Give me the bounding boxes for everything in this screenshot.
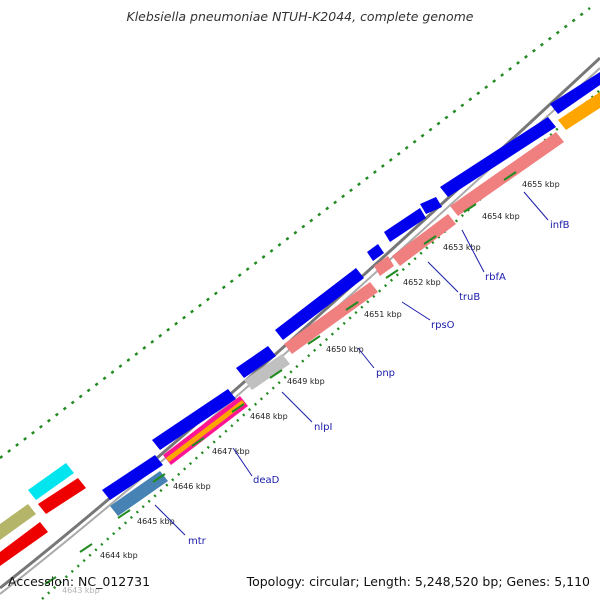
kbp-ruler: 4643 kbp 4644 kbp 4645 kbp 4646 kbp 4647 kbp…: [44, 171, 560, 595]
gene-label[interactable]: rpsO: [431, 320, 455, 331]
gene-label[interactable]: rbfA: [485, 272, 506, 283]
gene-label[interactable]: deaD: [253, 475, 280, 486]
gene-label-leader: [281, 391, 313, 423]
gene-label[interactable]: mtr: [188, 536, 207, 547]
kbp-tick-mark: [231, 403, 245, 413]
reverse-cds[interactable]: [392, 214, 456, 266]
gene-labels: mtr deaD nlpI pnp rpsO truB rbfA infB: [154, 191, 570, 547]
reverse-cds[interactable]: [558, 92, 600, 130]
left-gene-group: [0, 463, 86, 566]
kbp-tick-mark: [269, 369, 283, 379]
reverse-cds[interactable]: [374, 256, 394, 276]
reverse-cds[interactable]: [450, 132, 564, 216]
kbp-tick-mark: [79, 543, 93, 553]
kbp-tick-mark: [191, 437, 205, 447]
forward-cds[interactable]: [420, 197, 442, 214]
kbp-tick-label: 4649 kbp: [287, 377, 325, 386]
topology-label: Topology:: [246, 574, 306, 589]
accession-value: NC_012731: [78, 574, 151, 589]
forward-cds[interactable]: [384, 208, 426, 242]
kbp-tick-mark: [385, 269, 399, 279]
kbp-tick-label: 4654 kbp: [482, 212, 520, 221]
kbp-tick-mark: [345, 301, 359, 311]
gene-label[interactable]: infB: [550, 220, 570, 231]
kbp-tick-mark: [152, 473, 166, 483]
kbp-tick-label: 4645 kbp: [137, 517, 175, 526]
forward-cds[interactable]: [152, 389, 236, 450]
gene-label[interactable]: nlpI: [314, 422, 332, 433]
kbp-tick-mark: [423, 235, 437, 245]
genes-label: Genes:: [506, 574, 551, 589]
forward-cds[interactable]: [367, 244, 384, 261]
gene-label-leader: [357, 347, 375, 369]
kbp-tick-label: 4652 kbp: [403, 278, 441, 287]
kbp-tick-mark: [503, 171, 517, 181]
gene-label-leader: [427, 261, 459, 293]
forward-cds[interactable]: [28, 463, 74, 500]
gene-label[interactable]: truB: [459, 292, 480, 303]
kbp-tick-mark: [463, 203, 477, 213]
reverse-cds[interactable]: [38, 478, 86, 514]
accession-info: Accession: NC_012731: [8, 574, 150, 589]
kbp-tick-label: 4655 kbp: [522, 180, 560, 189]
forward-cds[interactable]: [236, 346, 276, 378]
gene-label[interactable]: pnp: [376, 368, 395, 379]
kbp-tick-label: 4644 kbp: [100, 551, 138, 560]
forward-cds[interactable]: [550, 72, 600, 114]
reverse-cds-overlay: [166, 400, 245, 462]
kbp-tick-mark: [117, 509, 131, 519]
gene-label-leader: [461, 229, 485, 273]
forward-cds[interactable]: [102, 455, 163, 500]
kbp-tick-label: 4651 kbp: [364, 310, 402, 319]
genes-value: 5,110: [554, 574, 590, 589]
genome-stats: Topology: circular; Length: 5,248,520 bp…: [246, 574, 590, 589]
length-label: Length:: [363, 574, 411, 589]
accession-label: Accession:: [8, 574, 75, 589]
forward-cds[interactable]: [440, 117, 556, 197]
gene-label-leader: [232, 447, 253, 477]
kbp-tick-label: 4650 kbp: [326, 345, 364, 354]
kbp-tick-mark: [44, 576, 57, 585]
gene-label-leader: [523, 191, 549, 221]
map-title: Klebsiella pneumoniae NTUH-K2044, comple…: [126, 9, 474, 24]
kbp-tick-label: 4653 kbp: [443, 243, 481, 252]
forward-strand-track: [102, 72, 600, 500]
reverse-cds[interactable]: [244, 354, 290, 390]
kbp-tick-mark: [307, 335, 321, 345]
kbp-tick-label: 4646 kbp: [173, 482, 211, 491]
gc-skew-dots-outer: [41, 89, 600, 600]
reverse-cds[interactable]: [284, 282, 378, 354]
kbp-tick-label: 4643 kbp: [62, 586, 100, 595]
topology-value: circular: [309, 574, 356, 589]
gene-label-leader: [401, 301, 431, 321]
gene-label-leader: [154, 504, 186, 536]
reverse-cds[interactable]: [0, 504, 36, 540]
kbp-tick-label: 4648 kbp: [250, 412, 288, 421]
forward-cds[interactable]: [275, 268, 364, 340]
reverse-cds[interactable]: [0, 522, 48, 566]
length-value: 5,248,520 bp: [414, 574, 499, 589]
gc-skew-dots-inner: [0, 7, 591, 459]
kbp-tick-label: 4647 kbp: [212, 447, 250, 456]
